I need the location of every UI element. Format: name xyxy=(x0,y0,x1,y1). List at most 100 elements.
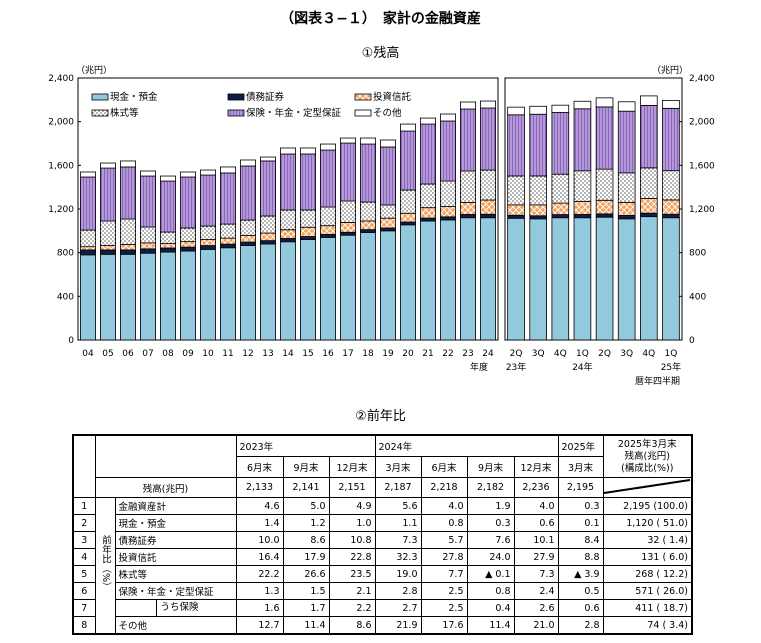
bar-investment-trusts xyxy=(219,237,236,245)
bar-insurance-pension xyxy=(139,175,156,228)
table-row: 4 投資信託 16.4 17.9 22.8 32.3 27.8 24.0 27.9 8.8 131 … xyxy=(72,548,693,566)
bar-cash-deposits xyxy=(359,232,376,341)
x-axis-caption: 年度 xyxy=(470,361,488,373)
legend-swatch-equities xyxy=(91,109,109,117)
yoy-value: 32.3 xyxy=(374,548,422,566)
bar-investment-trusts xyxy=(529,204,547,217)
yoy-value: 1.2 xyxy=(282,514,330,532)
bar-investment-trusts xyxy=(595,199,614,215)
bar-cash-deposits xyxy=(617,218,636,341)
bar-cash-deposits xyxy=(573,217,592,341)
yoy-value: 2.4 xyxy=(513,582,559,600)
yoy-value: ▲ 0.1 xyxy=(466,565,515,583)
legend-label: 債務証券 xyxy=(246,91,285,103)
unit-label: （兆円） xyxy=(76,65,112,76)
legend-label: 現金・預金 xyxy=(110,91,158,103)
yoy-value: 19.0 xyxy=(374,565,422,583)
x-tick-label: 20 xyxy=(402,349,414,359)
bar-debt-securities xyxy=(459,214,476,219)
year-header: 2025年 xyxy=(557,434,604,457)
bar-equities xyxy=(507,175,525,206)
y-tick-label: 1,600 xyxy=(48,161,74,171)
x-tick-label: 17 xyxy=(342,349,353,359)
table-row: 5 株式等 22.2 26.6 23.5 19.0 7.7 ▲ 0.1 7.3 ▲ 3.9 268 … xyxy=(72,565,693,583)
bar-debt-securities xyxy=(199,245,216,250)
yoy-value: 2.8 xyxy=(557,616,604,635)
x-tick-label: 14 xyxy=(282,349,294,359)
yoy-value: 12.7 xyxy=(235,616,284,635)
x-tick-label: 09 xyxy=(182,349,194,359)
y-tick-label: 2,000 xyxy=(689,118,715,128)
x-tick-label: 08 xyxy=(162,349,174,359)
balance-value: 2,218 xyxy=(420,477,468,498)
bar-others xyxy=(551,104,570,113)
month-header: 6月末 xyxy=(235,456,284,478)
diagonal-cell xyxy=(602,477,693,498)
row-number: 2 xyxy=(72,514,96,532)
x-tick-label: 05 xyxy=(102,349,113,359)
bar-others xyxy=(662,99,680,109)
bar-insurance-pension xyxy=(459,108,476,172)
bar-debt-securities xyxy=(159,247,176,253)
bar-debt-securities xyxy=(507,214,525,219)
bar-cash-deposits xyxy=(507,217,525,341)
y-tick-label: 800 xyxy=(689,249,706,259)
yoy-value: 11.4 xyxy=(466,616,515,635)
bar-investment-trusts xyxy=(479,199,496,215)
yoy-value: 1.4 xyxy=(235,514,284,532)
bar-debt-securities xyxy=(219,243,236,249)
bar-cash-deposits xyxy=(595,216,614,341)
yoy-value: 27.8 xyxy=(420,548,468,566)
month-header: 3月末 xyxy=(557,456,604,478)
yoy-value: 21.9 xyxy=(374,616,422,635)
bar-cash-deposits xyxy=(459,217,476,341)
yoy-value: 8.6 xyxy=(328,616,376,635)
y-tick-label: 0 xyxy=(689,336,695,346)
yoy-value: 0.8 xyxy=(420,514,468,532)
yoy-value: 8.4 xyxy=(557,531,604,549)
bar-others xyxy=(640,95,658,106)
bar-debt-securities xyxy=(662,213,680,219)
bar-insurance-pension xyxy=(80,176,97,231)
balance-value: 2,133 xyxy=(235,477,284,498)
x-tick-label: 10 xyxy=(202,349,214,359)
bar-debt-securities xyxy=(359,229,376,233)
bar-debt-securities xyxy=(239,241,256,246)
bar-insurance-pension xyxy=(120,166,137,220)
yoy-value: ▲ 3.9 xyxy=(557,565,604,583)
x-tick-label: 15 xyxy=(302,349,313,359)
row-number: 5 xyxy=(72,565,96,583)
x-tick-label: 3Q xyxy=(620,349,633,359)
bar-equities xyxy=(219,223,236,239)
yoy-value: 1.3 xyxy=(235,582,284,600)
x-tick-label: 4Q xyxy=(554,349,567,359)
yoy-value: 10.8 xyxy=(328,531,376,549)
bar-cash-deposits xyxy=(120,253,137,341)
x-tick-label: 2Q xyxy=(510,349,523,359)
bar-insurance-pension xyxy=(662,107,680,172)
bar-equities xyxy=(179,227,196,243)
bar-cash-deposits xyxy=(239,245,256,341)
bar-equities xyxy=(439,180,456,207)
header-year-row: 2023年 2024年 2025年 2025年3月末 残高(兆円) (構成比(%)) xyxy=(72,434,693,498)
bar-investment-trusts xyxy=(139,242,156,250)
yoy-value: 2.2 xyxy=(328,599,376,617)
x-tick-label: 4Q xyxy=(642,349,655,359)
bar-investment-trusts xyxy=(179,241,196,248)
bar-investment-trusts xyxy=(617,201,636,216)
bar-insurance-pension xyxy=(299,153,316,211)
bar-equities xyxy=(120,218,137,245)
table-row: 3 債務証券 10.0 8.6 10.8 7.3 5.7 7.6 10.1 8.4 32 ( 1.4… xyxy=(72,531,693,549)
x-tick-label: 06 xyxy=(122,349,134,359)
yoy-label-text: 前年比（%） xyxy=(100,535,111,592)
month-header: 12月末 xyxy=(513,456,559,478)
bar-others xyxy=(617,101,636,112)
last-header-line: (構成比(%)) xyxy=(621,462,674,474)
yoy-value: 0.5 xyxy=(557,582,604,600)
bar-investment-trusts xyxy=(199,239,216,246)
last-column-header: 2025年3月末 残高(兆円) (構成比(%)) xyxy=(602,434,693,478)
bar-cash-deposits xyxy=(529,218,547,341)
yoy-value: 16.4 xyxy=(235,548,284,566)
